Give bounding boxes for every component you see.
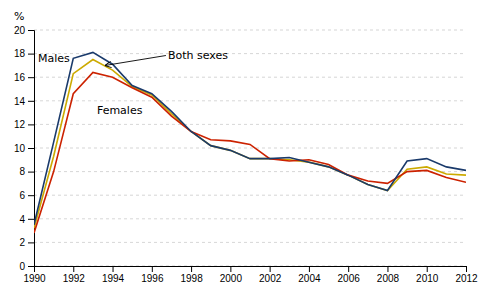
x-tick: 2010 — [416, 266, 439, 284]
y-tick-label: 4 — [19, 214, 25, 225]
y-tick-mark — [28, 172, 34, 173]
x-tick: 1992 — [63, 266, 86, 284]
x-tick-mark — [427, 266, 428, 272]
y-tick-label: 10 — [14, 143, 26, 154]
x-tick-label: 2010 — [416, 273, 439, 284]
x-tick-label: 2004 — [298, 273, 321, 284]
grid-line — [34, 53, 466, 54]
grid — [34, 30, 466, 266]
grid-line — [34, 148, 466, 149]
y-tick: 20 — [14, 25, 34, 36]
x-tick: 2004 — [298, 266, 321, 284]
grid-line — [34, 77, 466, 78]
y-tick: 2 — [19, 237, 34, 248]
y-tick: 4 — [19, 214, 34, 225]
y-tick: 8 — [19, 166, 34, 177]
x-tick-mark — [309, 266, 310, 272]
line — [34, 72, 466, 232]
x-tick: 1994 — [102, 266, 125, 284]
y-tick-mark — [28, 124, 34, 125]
y-tick-label: 18 — [14, 48, 26, 59]
x-tick-mark — [348, 266, 349, 272]
y-tick: 10 — [14, 143, 34, 154]
x-tick: 2002 — [259, 266, 282, 284]
y-tick-mark — [28, 148, 34, 149]
y-tick-mark — [28, 242, 34, 243]
x-tick: 1996 — [141, 266, 164, 284]
grid-line — [34, 242, 466, 243]
y-tick-label: 6 — [19, 190, 25, 201]
x-tick-mark — [113, 266, 114, 272]
y-tick-label: 12 — [14, 119, 26, 130]
y-tick-mark — [28, 30, 34, 31]
y-tick: 12 — [14, 119, 34, 130]
y-tick-mark — [28, 77, 34, 78]
grid-line — [34, 30, 466, 31]
y-tick-label: 8 — [19, 166, 25, 177]
series-label: Males — [38, 52, 70, 65]
y-tick: 6 — [19, 190, 34, 201]
x-tick-mark — [152, 266, 153, 272]
plot: 1990199219941996199820002002200420062008… — [14, 25, 478, 284]
x-tick-label: 1992 — [63, 273, 86, 284]
x-tick-label: 1998 — [180, 273, 203, 284]
y-tick-label: 2 — [19, 237, 25, 248]
x-tick: 1998 — [180, 266, 203, 284]
x-tick-mark — [191, 266, 192, 272]
y-tick-mark — [28, 266, 34, 267]
y-tick-mark — [28, 101, 34, 102]
x-tick-label: 2000 — [220, 273, 243, 284]
y-axis-line — [28, 31, 35, 267]
x-tick-mark — [466, 266, 467, 272]
x-tick-label: 2008 — [377, 273, 400, 284]
x-axis: 1990 1992 1994 1996 1998 2000 2002 2004 2006 2008… — [23, 266, 478, 284]
y-tick-label: 20 — [14, 25, 26, 36]
x-tick-label: 1996 — [141, 273, 164, 284]
grid-line — [34, 218, 466, 219]
x-tick: 1990 — [23, 266, 46, 284]
y-tick: 16 — [14, 72, 34, 83]
annotations: Both sexes Females Males — [38, 49, 228, 117]
y-tick-label: 0 — [19, 261, 25, 272]
x-tick-mark — [270, 266, 271, 272]
series-label: Females — [97, 104, 143, 117]
x-tick-label: 1990 — [23, 273, 46, 284]
x-tick-label: 2006 — [338, 273, 361, 284]
grid-line — [34, 100, 466, 101]
y-tick: 14 — [14, 96, 34, 107]
lines — [34, 52, 466, 233]
y-tick-label: 14 — [14, 96, 26, 107]
x-tick: 2006 — [338, 266, 361, 284]
y-axis: 0 2 4 6 8 10 12 14 16 18 20 — [14, 25, 35, 272]
y-tick: 18 — [14, 48, 34, 59]
x-tick-label: 2002 — [259, 273, 282, 284]
x-axis-line — [35, 267, 467, 273]
grid-line — [34, 124, 466, 125]
x-tick: 2000 — [220, 266, 243, 284]
x-tick-label: 2012 — [455, 273, 478, 284]
y-tick: 0 — [19, 261, 34, 272]
x-tick: 2012 — [455, 266, 478, 284]
x-tick-mark — [230, 266, 231, 272]
y-tick-mark — [28, 54, 34, 55]
y-tick-mark — [28, 219, 34, 220]
y-tick-mark — [28, 195, 34, 196]
grid-line — [34, 195, 466, 196]
x-tick: 2008 — [377, 266, 400, 284]
annotation-arrow — [105, 56, 166, 66]
chart: 1990199219941996199820002002200420062008… — [0, 0, 482, 290]
line — [34, 52, 466, 224]
x-tick-mark — [73, 266, 74, 272]
y-label: % — [14, 10, 24, 23]
x-tick-mark — [387, 266, 388, 272]
y-tick-label: 16 — [14, 72, 26, 83]
series-label: Both sexes — [168, 49, 228, 62]
x-tick-label: 1994 — [102, 273, 125, 284]
